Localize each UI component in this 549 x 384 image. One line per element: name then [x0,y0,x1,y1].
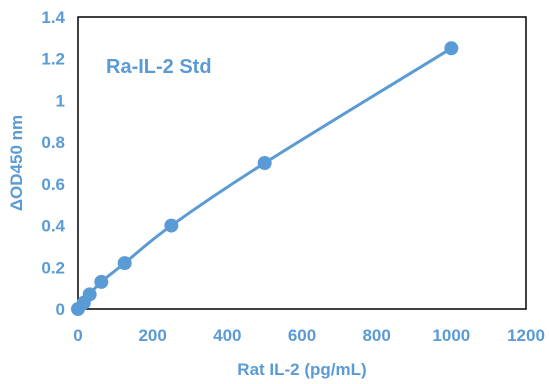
x-tick-label: 400 [213,326,241,345]
data-point [94,274,109,289]
y-axis-title: ΔOD450 nm [7,115,26,211]
y-tick-label: 1.2 [41,50,65,69]
data-point [164,218,179,233]
y-tick-label: 1.4 [41,8,65,27]
y-tick-label: 0.8 [41,133,65,152]
y-tick-labels: 0 0.2 0.4 0.6 0.8 1 1.2 1.4 [41,8,65,319]
x-tick-labels: 0 200 400 600 800 1000 1200 [73,326,545,345]
data-point [444,41,459,56]
series-markers [71,41,459,316]
y-tick-label: 1 [56,91,65,110]
x-axis-title: Rat IL-2 (pg/mL) [237,360,366,379]
data-point [82,287,97,302]
x-tick-label: 0 [73,326,82,345]
x-tick-label: 600 [288,326,316,345]
x-tick-label: 1000 [432,326,470,345]
plot-area-frame [77,16,527,310]
chart-title: Ra-IL-2 Std [106,56,212,78]
y-tick-label: 0.6 [41,175,65,194]
data-point [117,256,132,271]
y-tick-label: 0.2 [41,258,65,277]
x-tick-label: 200 [138,326,166,345]
x-tick-label: 800 [362,326,390,345]
data-point [257,156,272,170]
y-tick-label: 0 [56,300,65,319]
x-tick-label: 1200 [507,326,545,345]
y-tick-label: 0.4 [41,217,65,236]
